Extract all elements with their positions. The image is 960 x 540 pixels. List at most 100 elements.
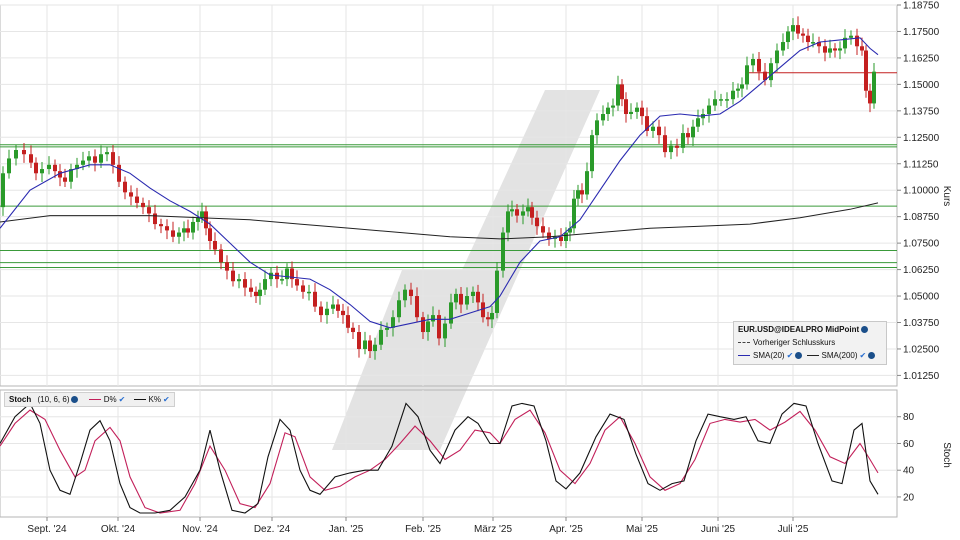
candle-body <box>249 287 253 292</box>
candle-body <box>657 126 661 136</box>
check-icon[interactable]: ✔ <box>118 395 126 404</box>
candle-body <box>123 181 127 193</box>
candle-body <box>269 272 273 280</box>
candle-body <box>219 249 223 263</box>
check-icon[interactable]: ✔ <box>163 395 170 404</box>
candle-body <box>471 291 475 297</box>
stoch-legend[interactable]: Stoch (10, 6, 6) D% ✔ K% ✔ <box>4 392 175 407</box>
candle-body <box>580 190 584 195</box>
candle-body <box>481 302 485 318</box>
candle-body <box>740 84 744 89</box>
candle-body <box>301 285 305 292</box>
stoch-tick-label: 80 <box>903 412 915 423</box>
candle-body <box>585 171 589 195</box>
candle-body <box>403 289 407 301</box>
y-tick-label: 1.08750 <box>903 212 940 223</box>
legend-previous-close-label: Vorheriger Schlusskurs <box>753 338 836 347</box>
candle-body <box>490 312 494 320</box>
candle-body <box>801 33 805 36</box>
candle-body <box>855 35 859 47</box>
candle-body <box>87 156 91 161</box>
x-tick-label: März '25 <box>474 524 512 535</box>
candle-body <box>775 50 779 64</box>
candle-body <box>476 291 480 303</box>
candle-body <box>63 177 67 182</box>
candle-body <box>833 48 837 51</box>
candle-body <box>153 213 157 225</box>
y-tick-label: 1.15000 <box>903 80 940 91</box>
candle-body <box>559 236 563 242</box>
y-tick-label: 1.11250 <box>903 159 939 170</box>
candle-body <box>285 268 289 280</box>
x-tick-label: Nov. '24 <box>182 524 218 535</box>
dashed-line-icon <box>738 342 750 344</box>
candle-body <box>105 152 109 155</box>
candle-body <box>75 164 79 170</box>
candle-body <box>254 291 258 297</box>
settings-icon[interactable] <box>71 396 79 404</box>
y-tick-label: 1.12500 <box>903 133 940 144</box>
y-tick-label: 1.02500 <box>903 344 940 355</box>
candle-body <box>213 241 217 250</box>
candle-body <box>391 317 395 328</box>
candle-body <box>696 118 700 127</box>
candle-body <box>501 232 505 271</box>
candle-body <box>171 230 175 237</box>
candle-body <box>191 221 195 233</box>
price-axis-title: Kurs <box>941 186 952 207</box>
candle-body <box>725 99 729 101</box>
candle-body <box>243 279 247 288</box>
check-icon[interactable]: ✔ <box>859 351 867 360</box>
candle-body <box>295 279 299 286</box>
settings-icon[interactable] <box>868 352 876 360</box>
candle-body <box>595 120 599 136</box>
stoch-K-line <box>0 402 879 514</box>
candle-body <box>141 202 145 208</box>
candle-body <box>811 42 815 44</box>
candle-body <box>486 317 490 320</box>
legend-sma20-label: SMA(20) <box>753 351 785 360</box>
candle-body <box>530 207 534 218</box>
candle-body <box>675 145 679 148</box>
candle-body <box>341 310 345 316</box>
candle-body <box>437 315 441 339</box>
candle-body <box>368 340 372 352</box>
candle-body <box>81 160 85 165</box>
candle-body <box>616 84 620 106</box>
candle-body <box>135 196 139 203</box>
candle-body <box>336 304 340 311</box>
candle-body <box>431 315 435 322</box>
candle-body <box>313 291 317 307</box>
candle-body <box>601 114 605 121</box>
y-tick-label: 1.13750 <box>903 106 940 117</box>
y-tick-label: 1.07500 <box>903 239 940 250</box>
k-line-icon <box>133 399 146 401</box>
candle-body <box>620 84 624 100</box>
candle-body <box>640 107 644 117</box>
candle-body <box>817 42 821 47</box>
sma200-line-icon <box>806 355 819 357</box>
candle-body <box>731 90 735 100</box>
candle-body <box>781 42 785 51</box>
candle-body <box>237 279 241 282</box>
candle-body <box>515 209 519 216</box>
candle-body <box>258 289 262 297</box>
candle-body <box>769 63 773 81</box>
price-legend[interactable]: EUR.USD@IDEALPRO MidPoint Vorheriger Sch… <box>733 321 887 365</box>
y-tick-label: 1.16250 <box>903 53 940 64</box>
settings-icon[interactable] <box>795 352 803 360</box>
stoch-k-label: K% <box>148 395 161 404</box>
candle-body <box>465 296 469 305</box>
candle-body <box>331 304 335 309</box>
stoch-tick-label: 60 <box>903 439 915 450</box>
info-icon[interactable] <box>861 326 869 334</box>
candle-body <box>719 99 723 101</box>
candle-body <box>606 107 610 115</box>
candle-body <box>319 306 323 316</box>
candle-body <box>751 58 755 66</box>
y-tick-label: 1.10000 <box>903 186 940 197</box>
candle-body <box>843 37 847 49</box>
x-tick-label: Juli '25 <box>778 524 809 535</box>
candle-body <box>421 317 425 333</box>
check-icon[interactable]: ✔ <box>786 351 794 360</box>
